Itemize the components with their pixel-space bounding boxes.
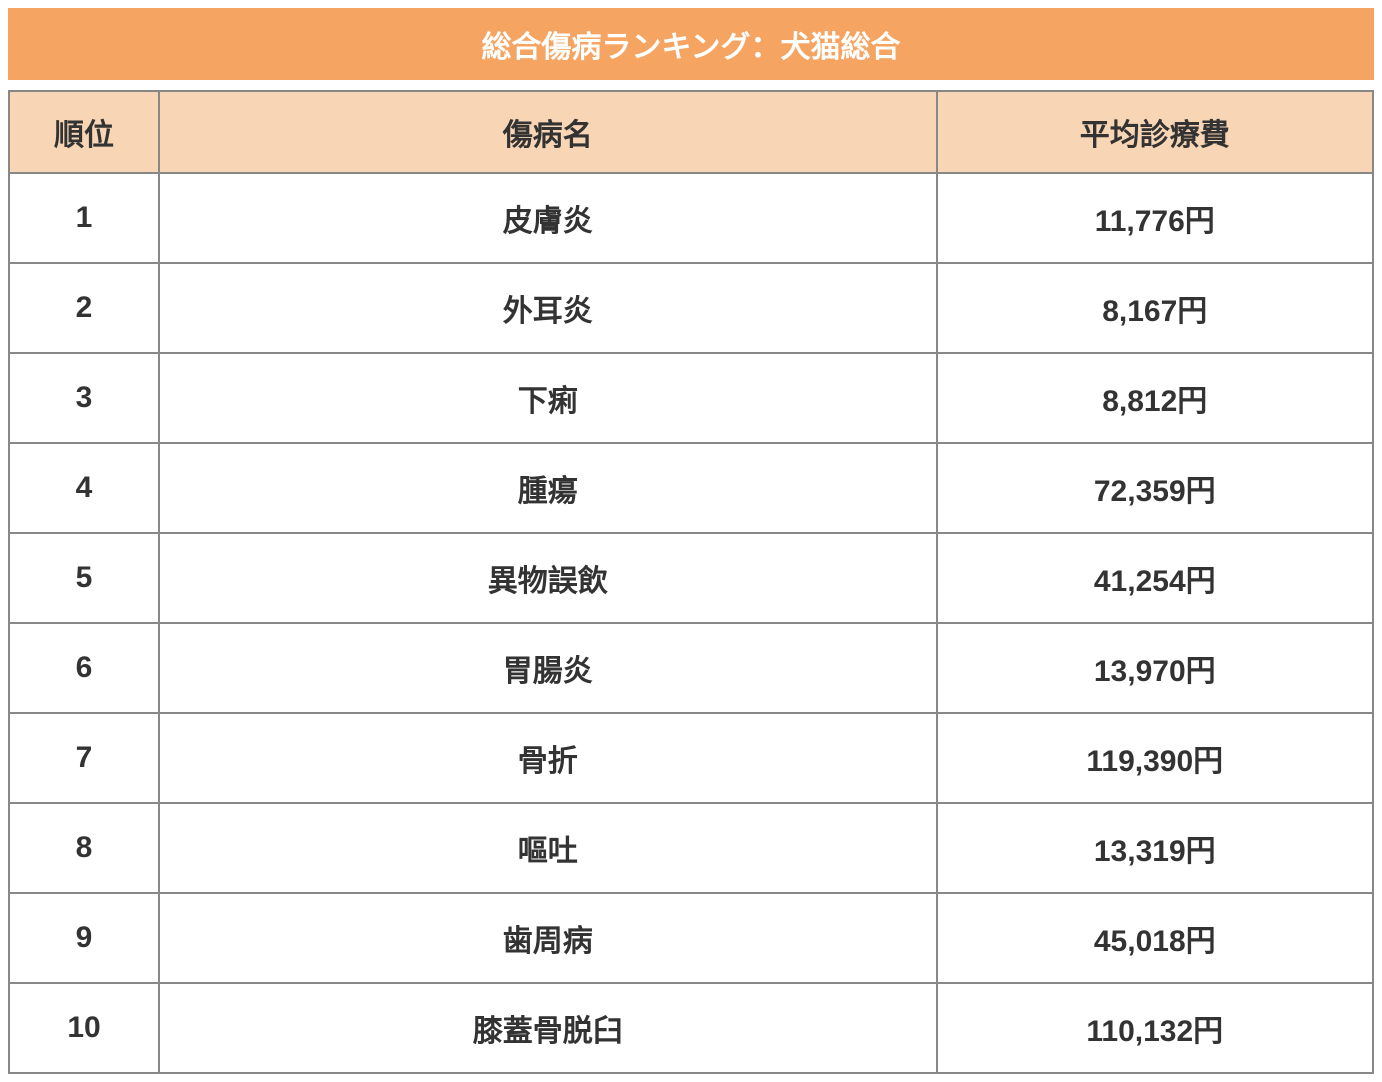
cell-name: 腫瘍	[159, 443, 936, 533]
cell-cost: 8,812円	[937, 353, 1373, 443]
cell-cost: 8,167円	[937, 263, 1373, 353]
table-row: 8嘔吐13,319円	[9, 803, 1373, 893]
cell-name: 歯周病	[159, 893, 936, 983]
cell-rank: 6	[9, 623, 159, 713]
table-row: 6胃腸炎13,970円	[9, 623, 1373, 713]
cell-rank: 2	[9, 263, 159, 353]
table-row: 10膝蓋骨脱臼110,132円	[9, 983, 1373, 1073]
header-name: 傷病名	[159, 91, 936, 173]
cell-rank: 9	[9, 893, 159, 983]
table-header-row: 順位 傷病名 平均診療費	[9, 91, 1373, 173]
cell-rank: 4	[9, 443, 159, 533]
cell-name: 膝蓋骨脱臼	[159, 983, 936, 1073]
table-row: 1皮膚炎11,776円	[9, 173, 1373, 263]
cell-rank: 10	[9, 983, 159, 1073]
cell-rank: 8	[9, 803, 159, 893]
cell-name: 骨折	[159, 713, 936, 803]
cell-name: 胃腸炎	[159, 623, 936, 713]
header-cost: 平均診療費	[937, 91, 1373, 173]
cell-rank: 3	[9, 353, 159, 443]
cell-name: 外耳炎	[159, 263, 936, 353]
table-row: 3下痢8,812円	[9, 353, 1373, 443]
cell-name: 下痢	[159, 353, 936, 443]
cell-cost: 110,132円	[937, 983, 1373, 1073]
cell-name: 皮膚炎	[159, 173, 936, 263]
cell-rank: 1	[9, 173, 159, 263]
cell-name: 嘔吐	[159, 803, 936, 893]
cell-cost: 41,254円	[937, 533, 1373, 623]
cell-rank: 5	[9, 533, 159, 623]
cell-rank: 7	[9, 713, 159, 803]
cell-cost: 72,359円	[937, 443, 1373, 533]
header-rank: 順位	[9, 91, 159, 173]
cell-cost: 45,018円	[937, 893, 1373, 983]
table-row: 4腫瘍72,359円	[9, 443, 1373, 533]
cell-name: 異物誤飲	[159, 533, 936, 623]
table-row: 7骨折119,390円	[9, 713, 1373, 803]
ranking-table: 順位 傷病名 平均診療費 1皮膚炎11,776円2外耳炎8,167円3下痢8,8…	[8, 90, 1374, 1074]
table-row: 9歯周病45,018円	[9, 893, 1373, 983]
cell-cost: 13,970円	[937, 623, 1373, 713]
title-bar: 総合傷病ランキング：犬猫総合	[8, 8, 1374, 80]
table-body: 1皮膚炎11,776円2外耳炎8,167円3下痢8,812円4腫瘍72,359円…	[9, 173, 1373, 1073]
ranking-container: 総合傷病ランキング：犬猫総合 順位 傷病名 平均診療費 1皮膚炎11,776円2…	[8, 8, 1374, 1074]
cell-cost: 11,776円	[937, 173, 1373, 263]
cell-cost: 13,319円	[937, 803, 1373, 893]
table-row: 5異物誤飲41,254円	[9, 533, 1373, 623]
cell-cost: 119,390円	[937, 713, 1373, 803]
table-row: 2外耳炎8,167円	[9, 263, 1373, 353]
